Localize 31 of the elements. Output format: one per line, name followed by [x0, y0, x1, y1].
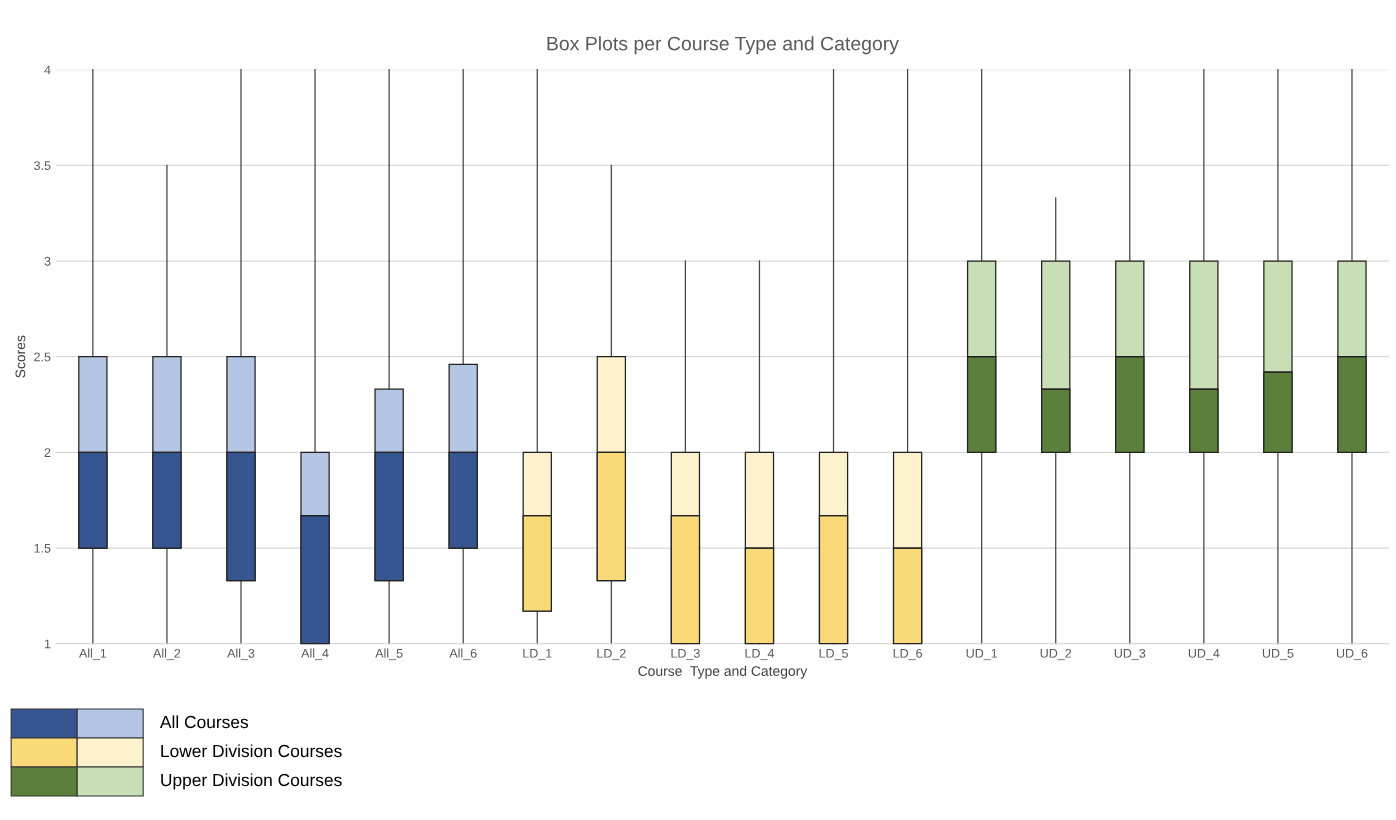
x-tick-label: All_5 [375, 648, 403, 661]
y-tick-label: 2.5 [34, 352, 51, 362]
y-tick-label: 3 [44, 256, 51, 266]
y-tick-label: 3.5 [34, 161, 51, 171]
chart-title: Box Plots per Course Type and Category [547, 36, 899, 55]
x-tick-label: LD_3 [671, 648, 700, 661]
x-tick-label: LD_2 [597, 648, 626, 661]
x-tick-label: UD_3 [1114, 648, 1146, 661]
legend-label: Lower Division Courses [161, 744, 342, 758]
legend-label: Upper Division Courses [161, 773, 342, 790]
x-tick-label: LD_1 [523, 649, 552, 661]
x-tick-label: UD_5 [1262, 649, 1294, 661]
x-tick-label: All_3 [227, 648, 255, 661]
x-tick-label: UD_2 [1040, 648, 1072, 661]
y-tick-label: 1 [44, 639, 51, 649]
legend-label: All Courses [159, 715, 249, 729]
x-tick-label: UD_6 [1336, 648, 1368, 661]
y-axis-title: Scores [15, 335, 26, 378]
x-tick-label: UD_4 [1188, 649, 1220, 661]
x-tick-label: All_1 [79, 648, 107, 661]
x-tick-label: LD_4 [745, 649, 775, 661]
x-tick-label: All_2 [153, 648, 181, 661]
x-tick-label: All_4 [301, 648, 329, 661]
x-tick-label: LD_6 [893, 648, 922, 661]
x-axis-title: Course Type and Category [638, 665, 808, 679]
x-tick-label: LD_5 [819, 649, 848, 661]
y-tick-label: 1.5 [34, 543, 51, 553]
y-tick-label: 4 [44, 65, 51, 75]
y-tick-label: 2 [44, 448, 51, 457]
x-tick-label: All_6 [449, 648, 477, 661]
x-tick-label: UD_1 [966, 649, 998, 661]
